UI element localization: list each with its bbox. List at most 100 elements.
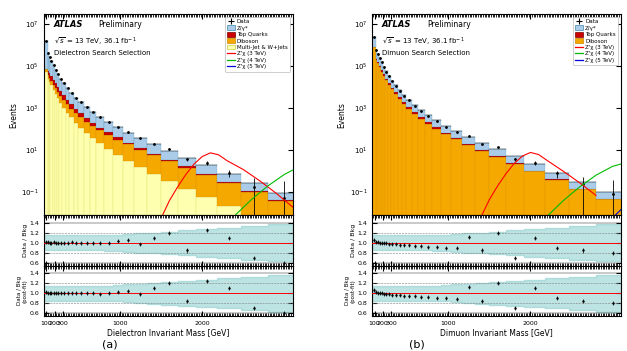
Bar [113,154,123,351]
Bar [50,85,53,351]
Bar [379,67,381,351]
Bar [83,107,90,118]
Bar [569,182,596,188]
X-axis label: Dimuon Invariant Mass [GeV]: Dimuon Invariant Mass [GeV] [440,329,553,338]
Bar [596,192,627,199]
Bar [418,117,424,119]
Y-axis label: Events: Events [9,102,19,128]
Bar [48,53,49,71]
Y-axis label: Data / Bkg: Data / Bkg [351,224,356,257]
Bar [376,60,377,351]
Bar [66,100,70,104]
Bar [113,127,123,137]
Bar [55,83,57,88]
Bar [123,161,134,351]
Bar [402,95,406,102]
Bar [50,76,53,81]
Bar [57,87,60,92]
Bar [60,103,63,351]
Bar [73,109,78,113]
Bar [475,150,490,151]
Bar [406,108,412,351]
Legend: Data, Z/γ*, Top Quarks, Diboson, Multi-Jet & W+Jets, Z'χ (3 TeV), Z'χ (4 TeV), Z: Data, Z/γ*, Top Quarks, Diboson, Multi-J… [224,17,290,72]
Bar [55,88,57,94]
Bar [78,102,83,113]
Bar [44,41,48,69]
Bar [441,126,451,133]
Bar [433,120,441,127]
Bar [372,47,376,351]
Bar [63,95,66,100]
Bar [90,126,97,138]
Bar [44,72,48,351]
Bar [217,206,241,351]
Bar [90,112,97,123]
Y-axis label: Events: Events [338,102,347,128]
Bar [412,105,418,112]
Bar [63,108,66,351]
Bar [385,72,387,79]
Bar [53,80,55,85]
Bar [177,158,196,166]
Bar [78,128,83,351]
Bar [53,85,55,90]
Bar [377,63,379,351]
Bar [55,94,57,351]
Bar [490,156,506,157]
Bar [83,121,90,133]
Bar [418,119,424,351]
Bar [462,145,475,351]
Bar [506,156,524,163]
Bar [381,62,382,70]
Bar [217,182,241,183]
Bar [57,74,60,87]
Bar [147,154,161,155]
X-axis label: Dielectron Invariant Mass [GeV]: Dielectron Invariant Mass [GeV] [107,329,229,338]
Bar [90,138,97,351]
Bar [406,100,412,107]
Bar [123,143,134,145]
Bar [161,151,177,160]
Bar [377,54,379,62]
Bar [402,104,406,351]
Bar [196,174,217,175]
Bar [376,59,377,60]
Bar [241,183,268,191]
Bar [57,98,60,351]
Bar [66,104,70,113]
Bar [406,107,412,108]
Bar [462,137,475,144]
Bar [104,132,113,135]
Bar [398,90,402,97]
Bar [134,138,147,148]
Bar [451,139,462,351]
Bar [387,76,391,83]
Bar [78,113,83,117]
Bar [569,189,596,351]
Bar [379,66,381,67]
Bar [424,124,433,351]
Bar [161,181,177,351]
Bar [73,122,78,351]
Bar [123,133,134,143]
Bar [97,117,104,127]
Bar [217,174,241,182]
Bar [387,85,391,351]
Bar [398,97,402,99]
Bar [268,228,301,351]
Bar [60,91,63,96]
Bar [70,118,73,351]
Bar [73,98,78,109]
Bar [70,104,73,108]
Bar [161,160,177,161]
Bar [90,123,97,126]
Bar [147,155,161,174]
Bar [372,38,376,47]
Bar [268,200,301,228]
Legend: Data, Z/γ*, Top Quarks, Diboson, Z'χ (3 TeV), Z'χ (4 TeV), Z'χ (5 TeV): Data, Z/γ*, Top Quarks, Diboson, Z'χ (3 … [573,17,618,65]
Text: $\sqrt{s}$ = 13 TeV, 36.1 fb$^{-1}$: $\sqrt{s}$ = 13 TeV, 36.1 fb$^{-1}$ [382,36,465,48]
Bar [177,166,196,167]
Bar [433,127,441,129]
Bar [104,149,113,351]
Bar [53,90,55,351]
